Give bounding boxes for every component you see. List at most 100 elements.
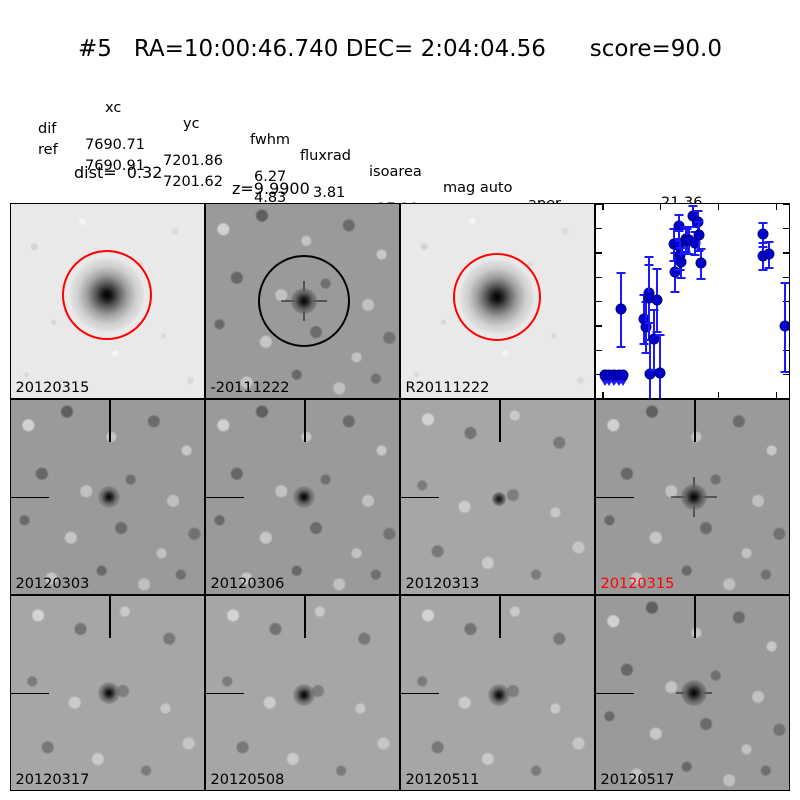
y-axis-tick	[783, 227, 789, 230]
col-header-xc: xc	[105, 100, 122, 116]
col-header-mag-auto: mag auto	[443, 180, 513, 196]
error-bar-cap	[675, 240, 685, 243]
panel-label: R20111222	[405, 379, 490, 396]
stamp-panel-epoch-highlighted[interactable]: 20120315	[594, 398, 790, 595]
error-bar-cap	[649, 308, 659, 311]
x-axis-tick	[775, 203, 777, 210]
error-bar-cap	[682, 227, 692, 230]
x-axis-tick	[717, 392, 720, 398]
x-axis-tick	[602, 392, 604, 398]
panel-label: -20111222	[210, 379, 290, 396]
y-axis-tick	[783, 349, 789, 352]
table-footer-row: dist= 0.32 z=9.9900 21.36 new	[0, 147, 800, 227]
error-bar-cap	[669, 259, 679, 262]
y-axis-tick	[783, 252, 789, 254]
error-bar-cap	[694, 249, 704, 252]
y-axis-tick	[595, 276, 602, 278]
error-bar-cap	[758, 269, 768, 272]
error-bar-cap	[641, 352, 651, 355]
y-axis-tick	[783, 301, 789, 303]
stamp-panel-epoch[interactable]: 20120508	[204, 594, 400, 791]
redshift-value: z=9.9900	[232, 179, 310, 198]
crosshair-horizontal-tick	[595, 496, 635, 499]
stamp-panel-new-epoch[interactable]: 20120315	[9, 202, 205, 399]
stamp-panel-epoch[interactable]: 20120511	[399, 594, 595, 791]
x-axis-tick	[602, 203, 604, 210]
error-bar-cap	[652, 331, 662, 334]
error-bar-cap	[616, 272, 626, 275]
error-bar-cap	[688, 226, 697, 229]
x-axis-tick	[717, 203, 720, 210]
data-point	[617, 369, 629, 381]
y-axis-tick	[595, 301, 602, 303]
error-bar-cap	[676, 276, 686, 279]
error-bar-cap	[696, 277, 706, 280]
col-header-isoarea: isoarea	[369, 164, 422, 180]
data-point	[695, 257, 707, 269]
y-axis-tick	[595, 203, 602, 205]
cell-dif-fwhm: 6.27	[254, 169, 287, 185]
y-axis-tick	[595, 325, 602, 327]
error-bar-cap	[764, 266, 774, 269]
error-bar	[648, 339, 651, 399]
crosshair-vertical-tick	[304, 595, 306, 639]
stamp-panel-epoch[interactable]: 20120306	[204, 398, 400, 595]
error-bar-cap	[758, 242, 768, 244]
error-bar-cap	[639, 342, 649, 345]
y-axis-tick	[595, 349, 602, 352]
crosshair-vertical-tick	[109, 399, 111, 443]
panel-label: 20120306	[210, 575, 285, 592]
panel-label: 20120517	[600, 771, 675, 788]
error-bar-cap	[694, 220, 704, 223]
error-bar-cap	[674, 213, 684, 216]
y-axis-tick	[595, 374, 602, 376]
crosshair-vertical-tick	[109, 595, 111, 639]
error-bar	[659, 334, 662, 399]
panel-label: 20120315	[600, 575, 675, 592]
x-axis-tick	[660, 203, 662, 210]
error-bar-cap	[758, 221, 768, 224]
stamp-grid: 20120315 -20111222 R20111222 22.022.523.…	[9, 202, 790, 791]
error-bar-cap	[780, 281, 790, 284]
light-curve-plot[interactable]: 22.022.523.023.524.024.525.025.526.00501…	[594, 202, 790, 399]
panel-label: 20120303	[15, 575, 90, 592]
error-bar-cap	[674, 230, 684, 233]
image-data	[400, 203, 594, 398]
data-point	[654, 367, 666, 379]
table-row: ref 7690.91 7201.62 4.83 4.24 276.00 19.…	[0, 126, 800, 318]
y-axis-tick	[595, 227, 602, 230]
cell-ref-yc: 7201.62	[163, 174, 223, 190]
cell-dif-yc: 7201.86	[163, 153, 223, 169]
table-header-row: xc yc fwhm fluxrad isoarea mag auto aper…	[0, 84, 800, 244]
stamp-panel-epoch[interactable]: 20120317	[9, 594, 205, 791]
stamp-panel-epoch[interactable]: 20120313	[399, 398, 595, 595]
image-data	[10, 203, 204, 398]
error-bar-cap	[652, 267, 662, 270]
stamp-panel-epoch[interactable]: 20120517	[594, 594, 790, 791]
row-label-ref: ref	[38, 142, 58, 158]
stamp-panel-reference[interactable]: R20111222	[399, 202, 595, 399]
error-bar-cap	[655, 334, 665, 337]
row-label-dif: dif	[38, 121, 57, 137]
crosshair-horizontal-tick	[595, 692, 635, 695]
y-axis-tick	[783, 203, 789, 205]
crosshair-horizontal-tick	[205, 496, 245, 499]
data-point	[675, 256, 687, 268]
col-header-yc: yc	[183, 116, 200, 132]
data-point	[693, 229, 705, 241]
stamp-panel-difference[interactable]: -20111222	[204, 202, 400, 399]
stamp-panel-epoch[interactable]: 20120303	[9, 398, 205, 595]
panel-label: 20120315	[15, 379, 90, 396]
table-row: dif 7690.71 7201.86 6.27 3.81 27.00 22.6…	[0, 105, 800, 281]
error-bar-cap	[681, 251, 691, 254]
error-bar-cap	[693, 209, 703, 212]
error-bar-cap	[644, 256, 654, 259]
crosshair-horizontal-tick	[400, 692, 440, 695]
panel-label: 20120511	[405, 771, 480, 788]
y-axis-tick	[595, 252, 602, 254]
error-bar-cap	[696, 248, 706, 251]
data-point	[779, 320, 790, 332]
dist-value: dist= 0.32	[74, 163, 163, 182]
error-bar-cap	[780, 371, 790, 374]
